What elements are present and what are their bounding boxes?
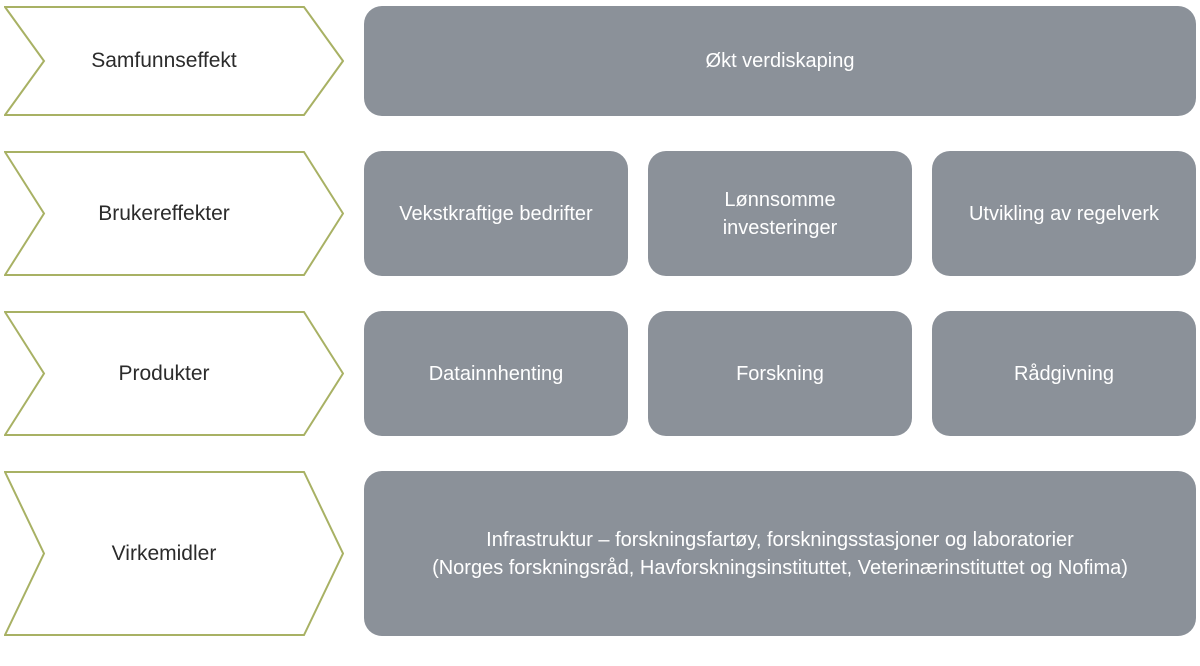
row-brukereffekter: Brukereffekter Vekstkraftige bedrifter L… [4,151,1196,276]
arrow-label-samfunnseffekt: Samfunnseffekt [4,6,344,116]
box-text: Forskning [736,360,824,388]
row-content: Infrastruktur – forskningsfartøy, forskn… [364,471,1196,636]
box-text: Økt verdiskaping [706,47,855,75]
box-text: Utvikling av regelverk [969,200,1159,228]
box-okt-verdiskaping: Økt verdiskaping [364,6,1196,116]
box-datainnhenting: Datainnhenting [364,311,628,436]
diagram-root: Samfunnseffekt Økt verdiskaping Brukeref… [0,0,1200,666]
box-lonnsomme-investeringer: Lønnsomme investeringer [648,151,912,276]
box-text: Rådgivning [1014,360,1114,388]
box-text: Datainnhenting [429,360,564,388]
box-text: Vekstkraftige bedrifter [399,200,592,228]
row-samfunnseffekt: Samfunnseffekt Økt verdiskaping [4,6,1196,116]
arrow-label-produkter: Produkter [4,311,344,436]
box-text-multiline: Infrastruktur – forskningsfartøy, forskn… [432,526,1128,582]
box-text-line1: Infrastruktur – forskningsfartøy, forskn… [486,529,1074,551]
arrow-label-brukereffekter: Brukereffekter [4,151,344,276]
row-content: Vekstkraftige bedrifter Lønnsomme invest… [364,151,1196,276]
box-radgivning: Rådgivning [932,311,1196,436]
label-text: Produkter [108,362,239,386]
label-text: Samfunnseffekt [81,49,267,73]
box-infrastruktur: Infrastruktur – forskningsfartøy, forskn… [364,471,1196,636]
row-content: Datainnhenting Forskning Rådgivning [364,311,1196,436]
row-virkemidler: Virkemidler Infrastruktur – forskningsfa… [4,471,1196,636]
box-utvikling-regelverk: Utvikling av regelverk [932,151,1196,276]
box-text: Lønnsomme investeringer [666,186,894,242]
row-content: Økt verdiskaping [364,6,1196,116]
label-text: Virkemidler [102,542,247,566]
label-text: Brukereffekter [88,202,260,226]
arrow-label-virkemidler: Virkemidler [4,471,344,636]
box-text-line2: (Norges forskningsråd, Havforskningsinst… [432,554,1128,582]
row-produkter: Produkter Datainnhenting Forskning Rådgi… [4,311,1196,436]
box-vekstkraftige-bedrifter: Vekstkraftige bedrifter [364,151,628,276]
box-forskning: Forskning [648,311,912,436]
